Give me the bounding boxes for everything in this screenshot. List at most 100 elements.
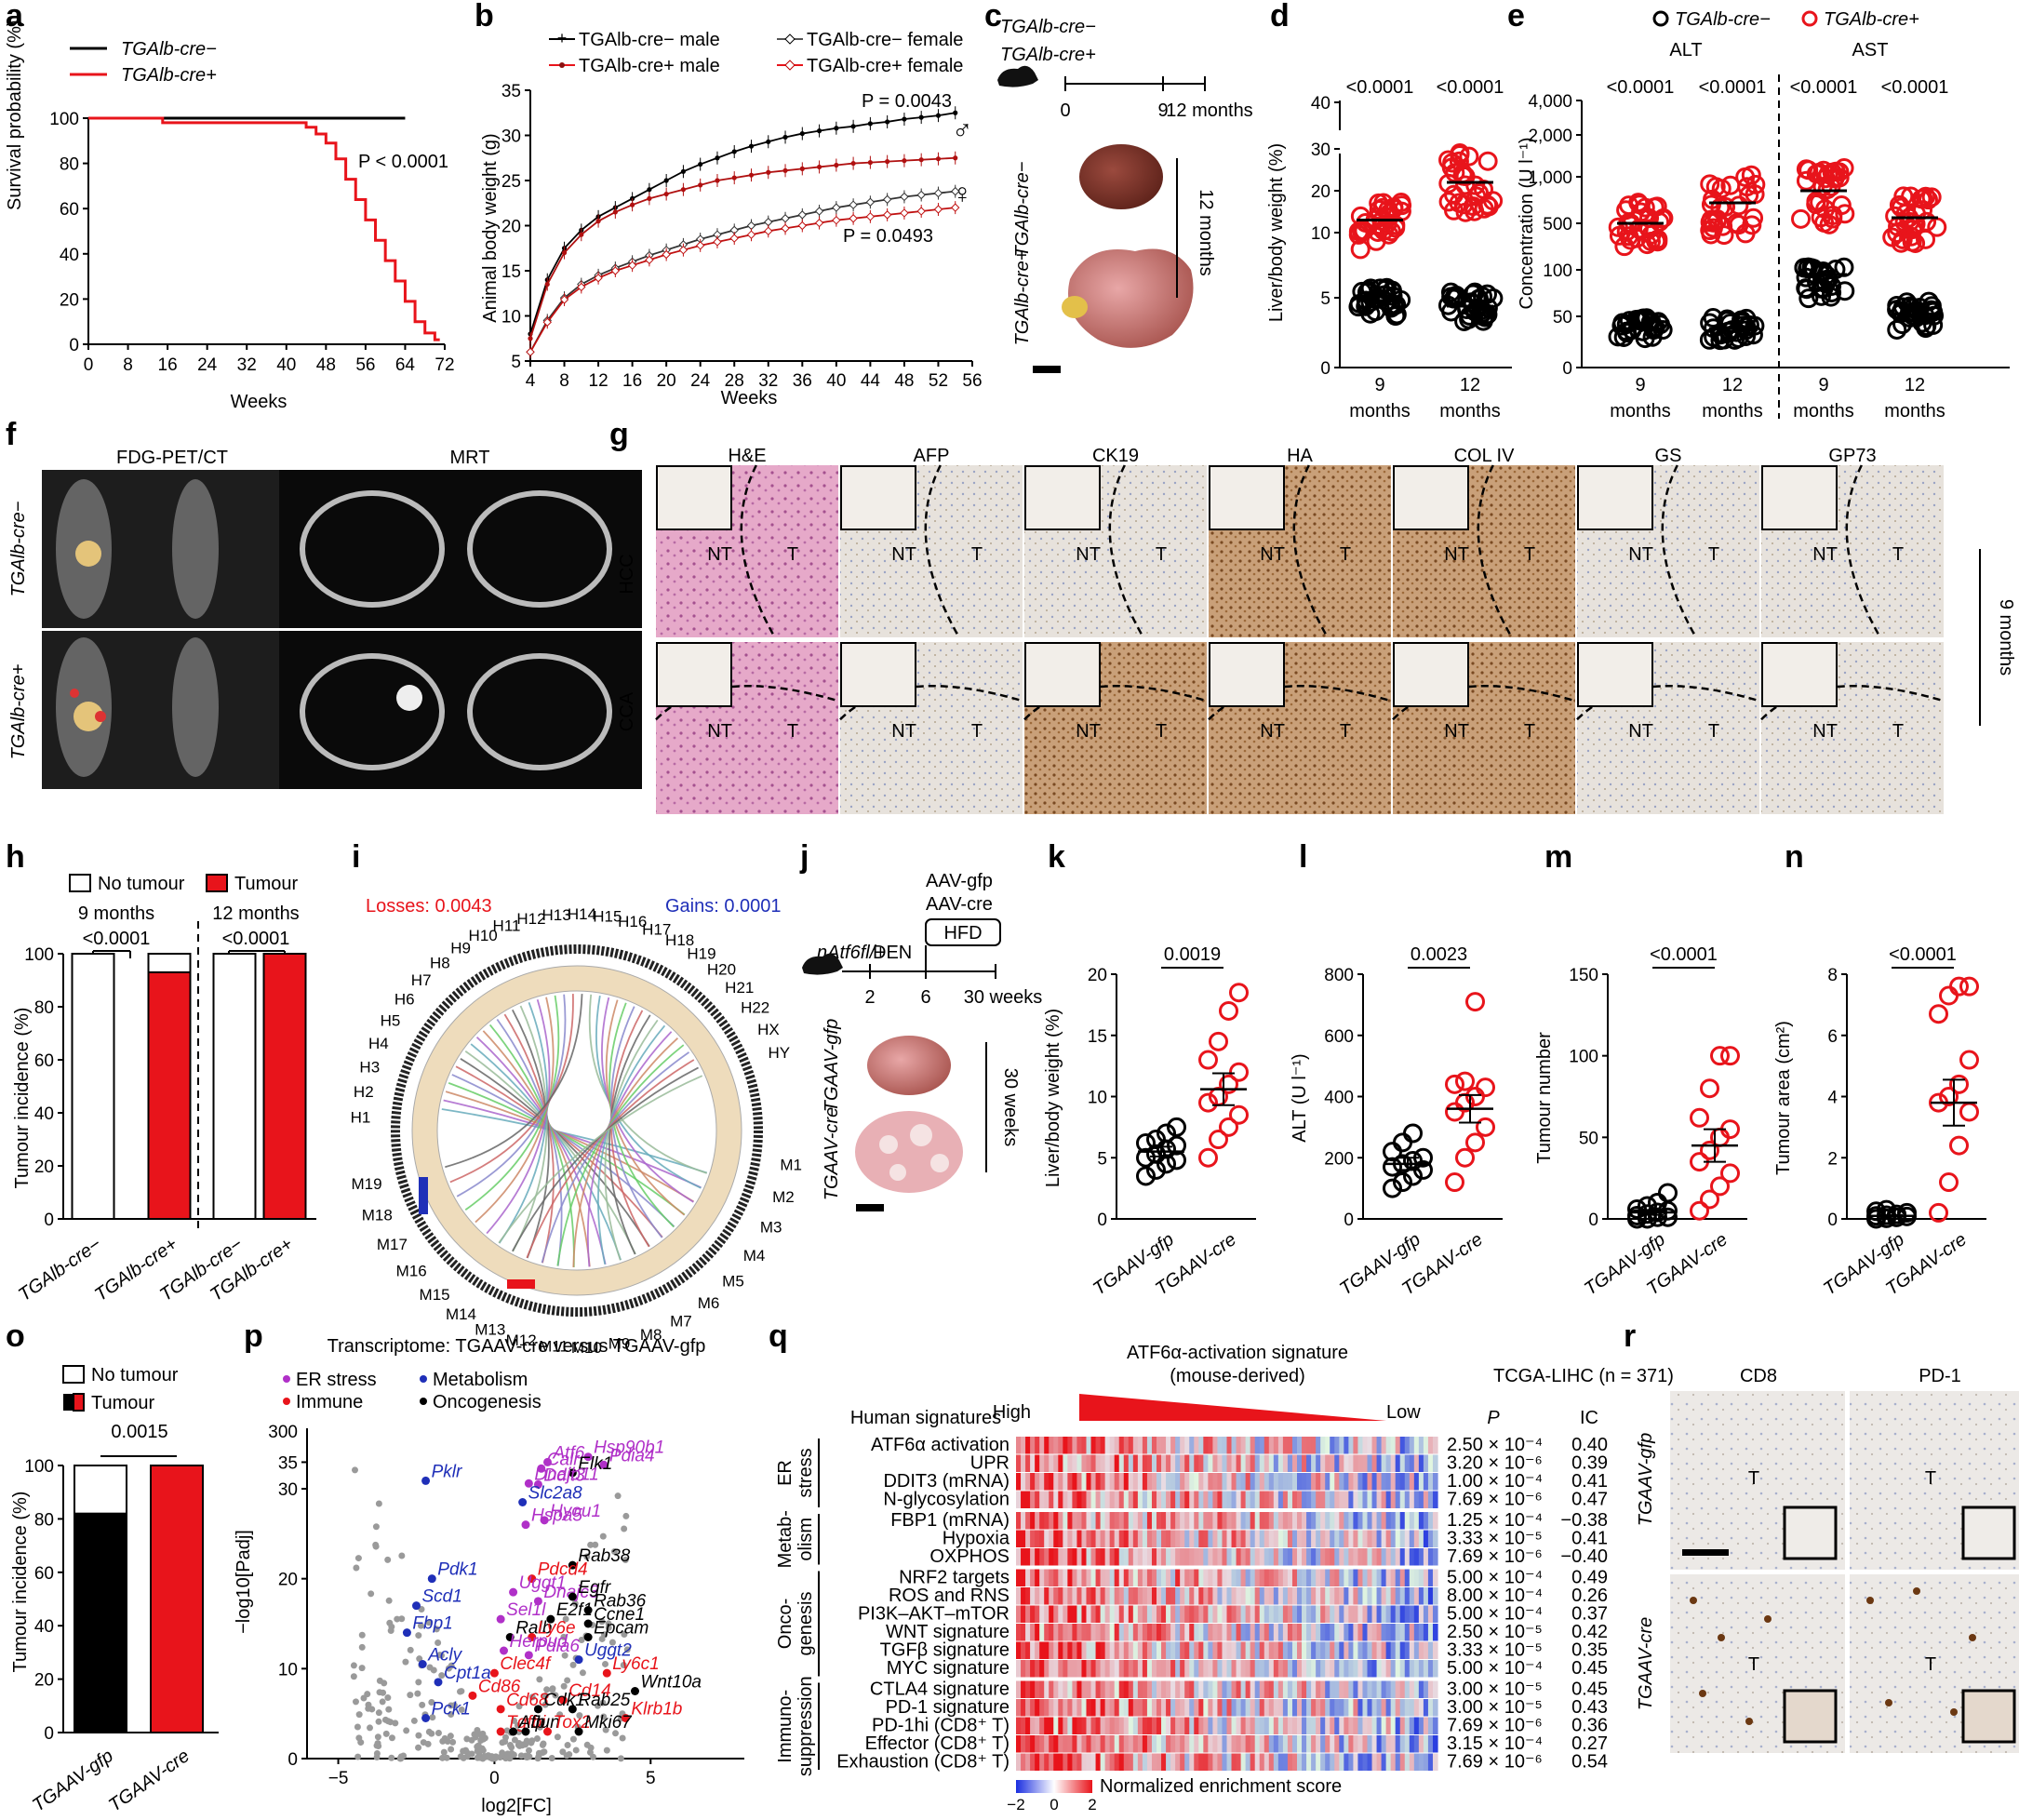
heatmap-cell xyxy=(1128,1569,1134,1586)
heatmap-cell xyxy=(1423,1660,1429,1678)
chrom-label-human: H14 xyxy=(568,905,596,923)
panel-label-o: o xyxy=(6,1318,25,1354)
point-control xyxy=(1835,281,1855,301)
heatmap-cell xyxy=(1413,1624,1420,1641)
heatmap-cell xyxy=(1198,1735,1204,1753)
heatmap-cell xyxy=(1016,1587,1022,1605)
heatmap-cell xyxy=(1432,1473,1438,1491)
heatmap-cell xyxy=(1189,1717,1195,1734)
heatmap-cell xyxy=(1413,1699,1420,1717)
y-tick-label: 35 xyxy=(278,1453,298,1473)
heatmap-cell xyxy=(1287,1512,1293,1530)
heatmap-cell xyxy=(1104,1605,1111,1623)
gene-point xyxy=(542,1701,549,1708)
heatmap-cell xyxy=(1306,1680,1312,1698)
heatmap-cell xyxy=(1180,1437,1185,1454)
tumour-border xyxy=(1760,685,1945,721)
heatmap-cell xyxy=(1399,1699,1406,1717)
inset xyxy=(1393,642,1469,707)
heatmap-cell xyxy=(1264,1437,1270,1454)
heatmap-cell xyxy=(1123,1699,1130,1717)
heatmap-cell xyxy=(1376,1473,1383,1491)
stain-title: GS xyxy=(1655,446,1682,466)
y-tick-label: 0 xyxy=(1827,1211,1838,1230)
heatmap-cell xyxy=(1367,1454,1373,1472)
point-control xyxy=(1370,278,1390,299)
heatmap-cell xyxy=(1245,1454,1251,1472)
heatmap-cell xyxy=(1371,1753,1378,1771)
heatmap-cell xyxy=(1198,1548,1204,1566)
heatmap-cell xyxy=(1395,1680,1401,1698)
panel-f-imaging: FDG-PET/CT MRT TGAlb-cre− TGAlb-cre+ xyxy=(8,448,642,789)
heatmap-cell xyxy=(1348,1587,1354,1605)
panel-l-chart: ALT (U l⁻¹)02004006008000.0023TGAAV-gfpT… xyxy=(1290,944,1503,1300)
heatmap-cell xyxy=(1413,1660,1420,1678)
group-label: Onco- xyxy=(775,1599,796,1649)
heatmap-row xyxy=(1016,1660,1438,1678)
point-treated xyxy=(1741,165,1761,185)
p-value: 7.69 × 10⁻⁶ xyxy=(1447,1490,1543,1510)
heatmap-cell xyxy=(1302,1660,1307,1678)
heatmap-cell xyxy=(1357,1753,1364,1771)
heatmap-cell xyxy=(1161,1512,1167,1530)
heatmap-cell xyxy=(1175,1735,1181,1753)
heatmap-cell xyxy=(1427,1454,1434,1472)
heatmap-cell xyxy=(1357,1512,1364,1530)
heatmap-cell xyxy=(1198,1605,1204,1623)
gene-point xyxy=(622,1512,630,1519)
heatmap-cell xyxy=(1161,1605,1167,1623)
heatmap-cell xyxy=(1217,1587,1223,1605)
heatmap-cell xyxy=(1381,1717,1387,1734)
synteny-link xyxy=(512,1009,550,1259)
heatmap-cell xyxy=(1264,1641,1270,1659)
panel-h-tumour-incidence: No tumour Tumour 9 months 12 months <0.0… xyxy=(12,874,316,1305)
weight-point xyxy=(832,215,841,225)
point-cre xyxy=(1455,1071,1475,1091)
group-label: suppression xyxy=(796,1676,816,1776)
heatmap-cell xyxy=(1344,1660,1349,1678)
heatmap-cell xyxy=(1132,1473,1139,1491)
panel-o-tumour-incidence: No tumour Tumour 0.0015 Tumour incidence… xyxy=(10,1365,219,1816)
point-treated xyxy=(1791,208,1812,229)
heatmap-cell xyxy=(1175,1530,1181,1547)
heatmap-cell xyxy=(1142,1641,1148,1659)
heatmap-cell xyxy=(1297,1491,1303,1508)
heatmap-cell xyxy=(1245,1735,1251,1753)
heatmap-cell xyxy=(1058,1569,1063,1586)
point-control xyxy=(1477,284,1497,304)
heatmap-cell xyxy=(1109,1717,1116,1734)
heatmap-cell xyxy=(1151,1660,1157,1678)
gene-point xyxy=(566,1751,573,1759)
heatmap-cell xyxy=(1264,1530,1270,1547)
panel-r-ihc: CD8 PD-1 T T T T TGAAV-gfp TGAAV-cre xyxy=(1636,1366,2019,1753)
point-cre xyxy=(1209,1130,1228,1150)
heatmap-cell xyxy=(1409,1587,1415,1605)
heatmap-cell xyxy=(1123,1587,1130,1605)
gene-point xyxy=(397,1755,405,1762)
heatmap-cell xyxy=(1268,1512,1275,1530)
heatmap-cell xyxy=(1236,1569,1242,1586)
heatmap-cell xyxy=(1245,1587,1251,1605)
heatmap-cell xyxy=(1161,1717,1167,1734)
heatmap-cell xyxy=(1385,1569,1392,1586)
timeline-12: 12 months xyxy=(1166,100,1252,121)
heatmap-cell xyxy=(1320,1569,1326,1586)
heatmap-cell xyxy=(1194,1548,1199,1566)
gene-point-highlight xyxy=(496,1614,505,1624)
heatmap-cell xyxy=(1222,1548,1228,1566)
weight-point xyxy=(542,317,552,327)
x-axis-title: Weeks xyxy=(721,388,778,408)
heatmap-cell xyxy=(1311,1512,1317,1530)
label-t: T xyxy=(971,721,983,742)
heatmap-cell xyxy=(1100,1437,1106,1454)
heatmap-cell xyxy=(1030,1660,1036,1678)
heatmap-cell xyxy=(1427,1605,1434,1623)
heatmap-cell xyxy=(1376,1569,1383,1586)
weight-line-0 xyxy=(529,112,956,335)
heatmap-cell xyxy=(1264,1548,1270,1566)
heatmap-cell xyxy=(1240,1624,1247,1641)
synteny-link xyxy=(526,1059,695,1259)
heatmap-cell xyxy=(1277,1454,1284,1472)
heatmap-cell xyxy=(1413,1641,1420,1659)
heatmap-cell xyxy=(1076,1512,1083,1530)
